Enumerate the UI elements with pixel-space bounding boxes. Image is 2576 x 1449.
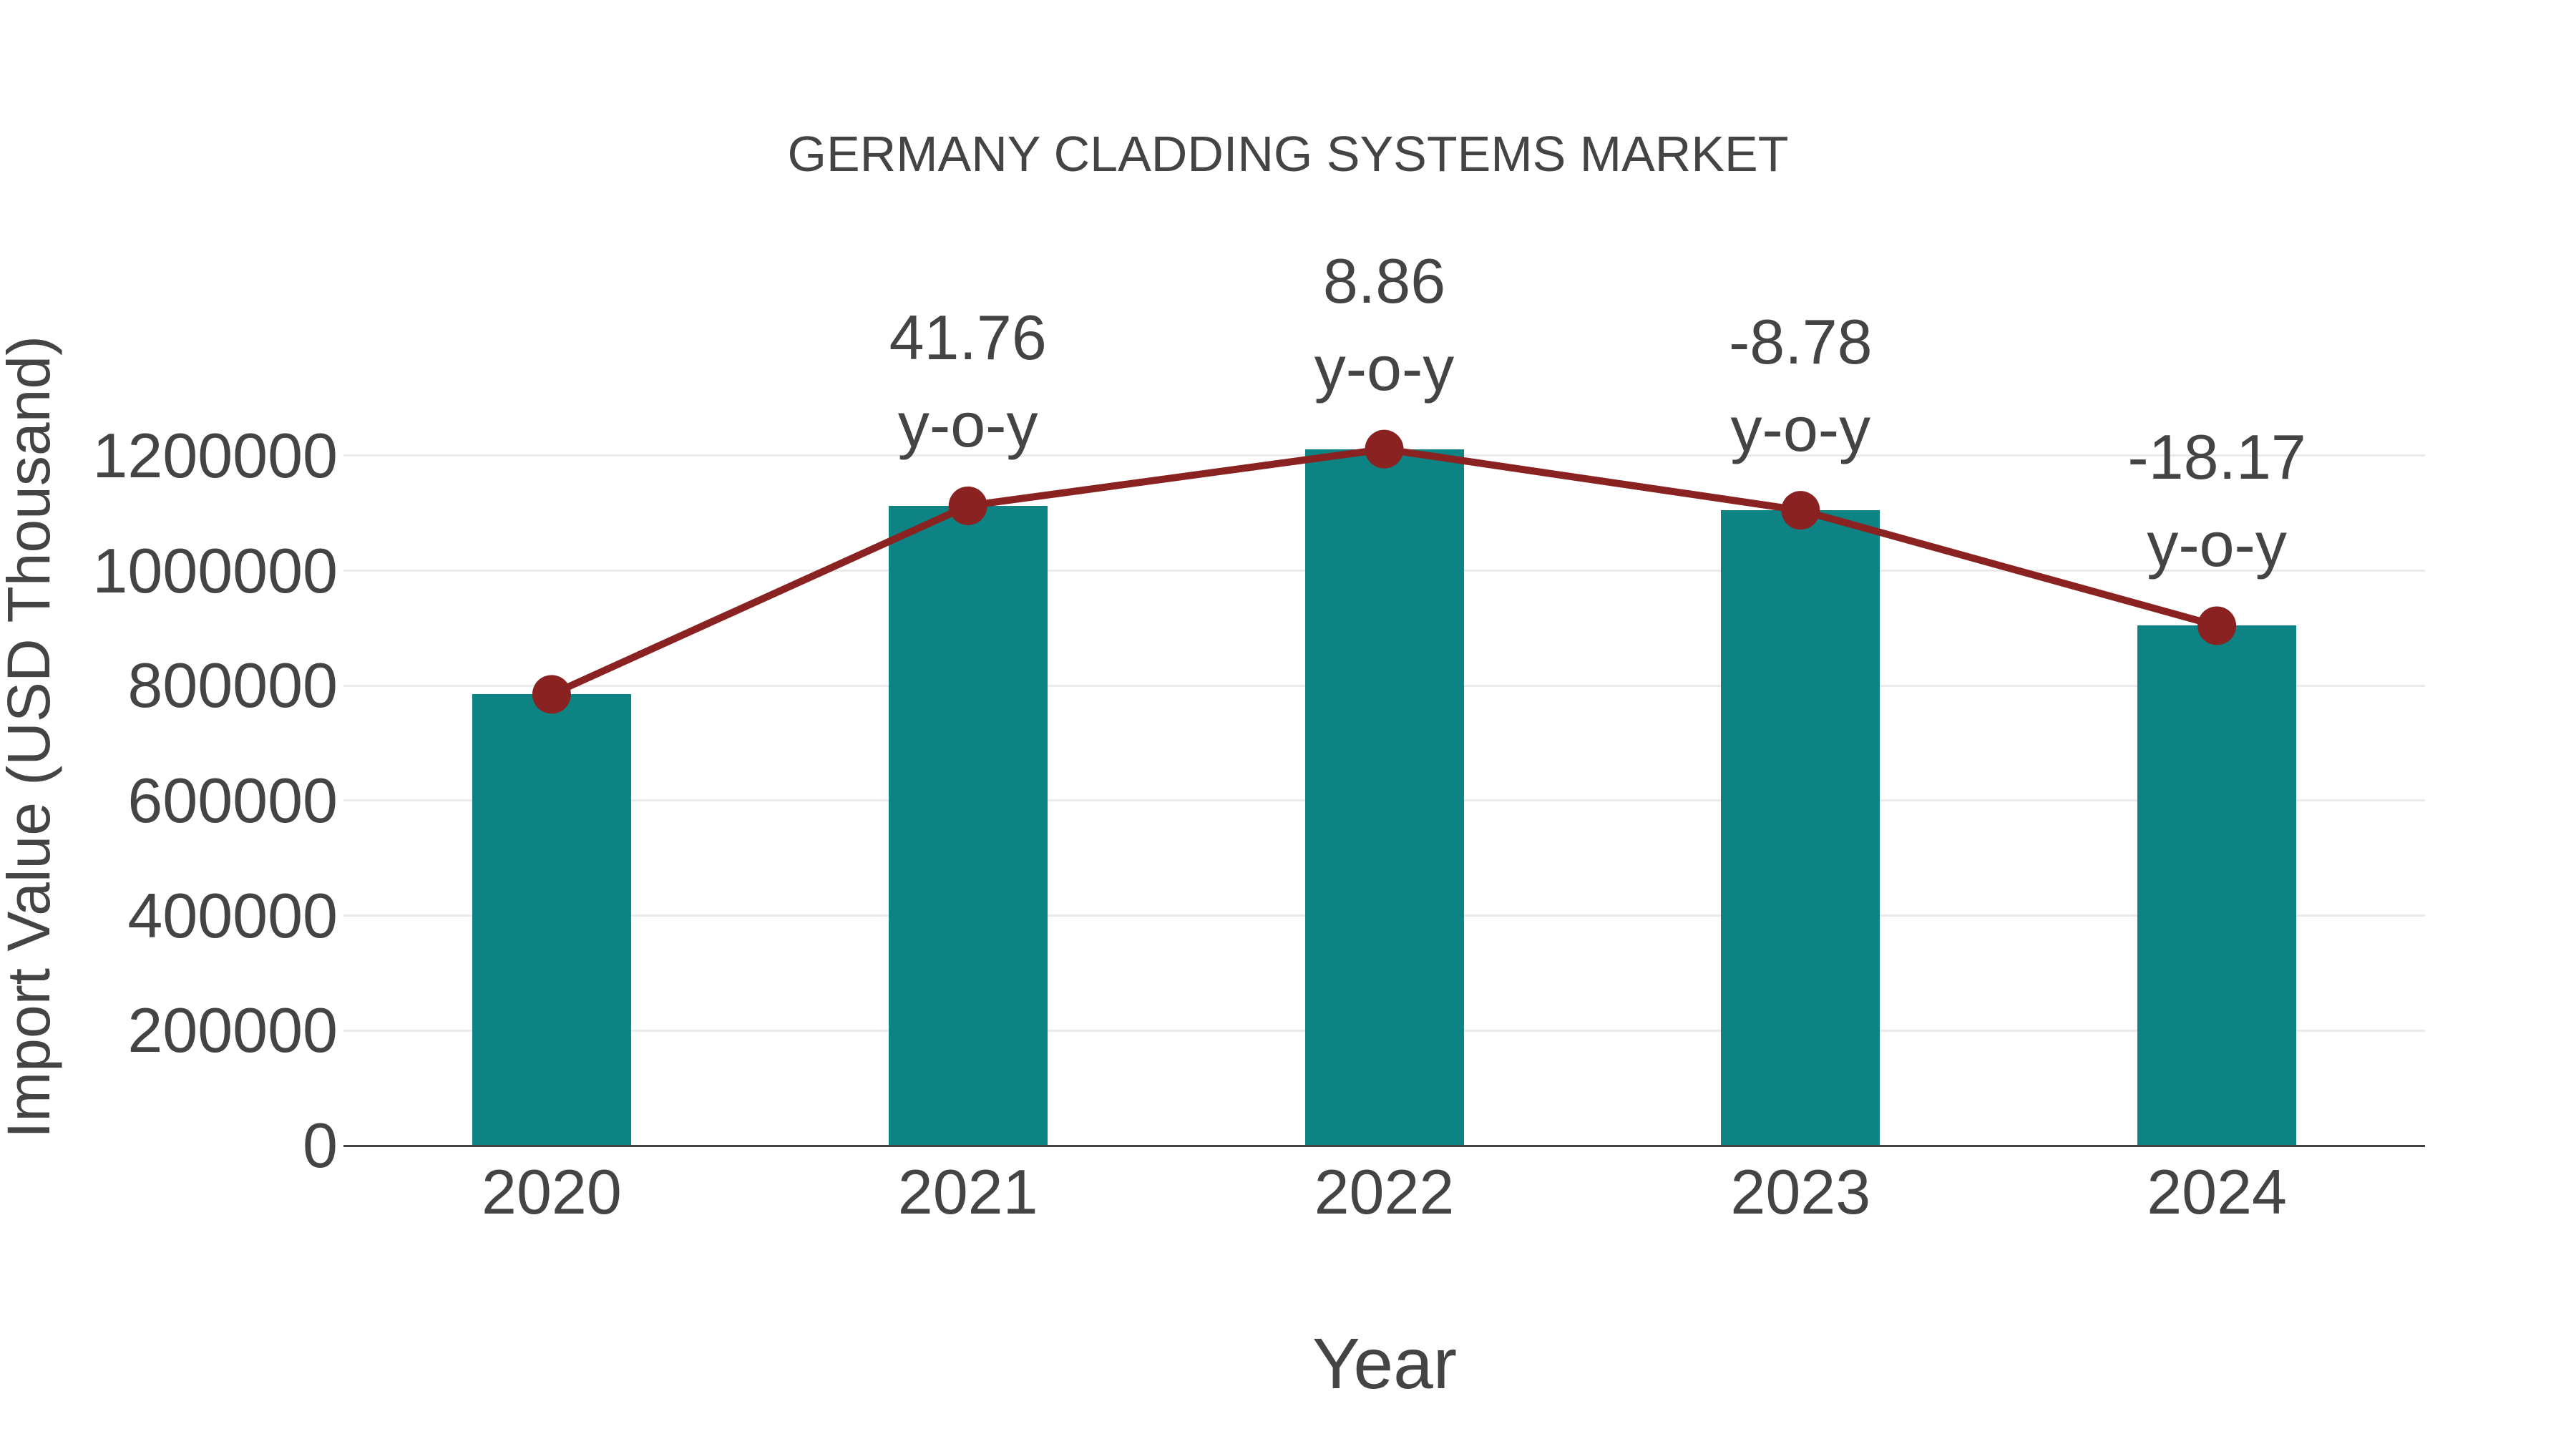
yoy-value: -18.17 bbox=[2127, 421, 2306, 493]
yoy-value: 8.86 bbox=[1322, 245, 1446, 316]
yoy-annotation: 41.76 y-o-y bbox=[753, 294, 1183, 469]
data-point-marker bbox=[948, 486, 987, 525]
bar bbox=[1304, 449, 1464, 1146]
bar bbox=[472, 694, 631, 1146]
data-point-marker bbox=[1365, 429, 1404, 469]
y-axis-tick-label: 1000000 bbox=[92, 535, 338, 606]
data-point-marker bbox=[1781, 491, 1820, 530]
x-axis-title: Year bbox=[1312, 1324, 1458, 1404]
x-axis-line bbox=[343, 1144, 2425, 1147]
trend-line bbox=[550, 445, 2218, 698]
data-point-marker bbox=[532, 675, 571, 714]
yoy-annotation: -8.78 y-o-y bbox=[1586, 298, 2015, 473]
chart-title: GERMANY CLADDING SYSTEMS MARKET bbox=[787, 126, 1789, 182]
x-axis-tick-label: 2024 bbox=[2147, 1156, 2287, 1227]
yoy-annotation: -18.17 y-o-y bbox=[2002, 414, 2431, 588]
y-axis-tick-label: 1200000 bbox=[92, 419, 338, 491]
bar bbox=[2137, 625, 2297, 1146]
data-point-marker bbox=[2197, 606, 2237, 645]
bar bbox=[888, 505, 1048, 1146]
y-axis-tick-label: 200000 bbox=[127, 995, 338, 1066]
yoy-suffix: y-o-y bbox=[897, 389, 1038, 460]
y-axis-tick-label: 400000 bbox=[127, 879, 338, 951]
x-axis-tick-label: 2022 bbox=[1314, 1156, 1455, 1227]
yoy-value: 41.76 bbox=[889, 301, 1047, 373]
y-axis-tick-label: 0 bbox=[303, 1110, 338, 1181]
bar bbox=[1721, 510, 1880, 1146]
yoy-suffix: y-o-y bbox=[2147, 509, 2287, 580]
y-axis-tick-label: 600000 bbox=[127, 764, 338, 836]
yoy-suffix: y-o-y bbox=[1730, 394, 1871, 465]
x-axis-tick-label: 2023 bbox=[1730, 1156, 1871, 1227]
x-axis-tick-label: 2020 bbox=[482, 1156, 622, 1227]
x-axis-tick-label: 2021 bbox=[897, 1156, 1038, 1227]
y-axis-tick-label: 800000 bbox=[127, 650, 338, 721]
yoy-suffix: y-o-y bbox=[1314, 332, 1455, 404]
yoy-value: -8.78 bbox=[1729, 306, 1873, 378]
yoy-annotation: 8.86 y-o-y bbox=[1170, 238, 1599, 412]
